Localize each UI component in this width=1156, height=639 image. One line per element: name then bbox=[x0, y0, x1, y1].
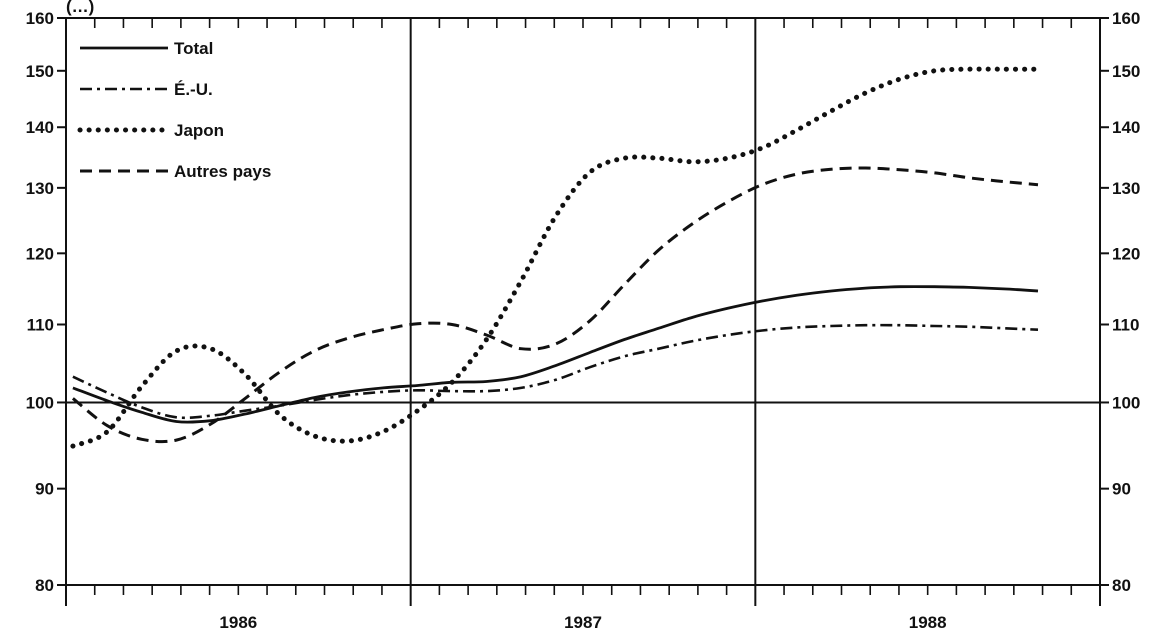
y-tick-label-right: 140 bbox=[1112, 118, 1140, 137]
y-tick-label-left: 100 bbox=[26, 393, 54, 412]
legend-label: É.-U. bbox=[174, 80, 213, 99]
series-layer bbox=[70, 66, 1041, 449]
chart-top-caption: (…) bbox=[66, 0, 94, 16]
y-tick-label-left: 150 bbox=[26, 62, 54, 81]
legend: Total É.-U. Japon Autres pays bbox=[77, 39, 271, 181]
y-tick-label-right: 90 bbox=[1112, 480, 1131, 499]
y-tick-label-left: 90 bbox=[35, 480, 54, 499]
series-line-total bbox=[72, 285, 1039, 424]
y-tick-label-right: 150 bbox=[1112, 62, 1140, 81]
y-tick-label-right: 100 bbox=[1112, 393, 1140, 412]
grid-layer bbox=[66, 18, 1100, 606]
y-tick-label-right: 130 bbox=[1112, 179, 1140, 198]
series-line-u bbox=[72, 323, 1039, 420]
legend-label: Total bbox=[174, 39, 213, 58]
legend-label: Autres pays bbox=[174, 162, 271, 181]
y-tick-label-left: 120 bbox=[26, 244, 54, 263]
y-tick-label-right: 110 bbox=[1112, 316, 1139, 335]
year-label: 1986 bbox=[219, 613, 257, 632]
y-tick-label-left: 80 bbox=[35, 576, 54, 595]
series-line-autres-pays bbox=[71, 166, 1039, 444]
y-tick-label-right: 80 bbox=[1112, 576, 1131, 595]
year-label: 1988 bbox=[909, 613, 947, 632]
y-tick-label-right: 120 bbox=[1112, 244, 1140, 263]
y-tick-label-left: 140 bbox=[26, 118, 54, 137]
series-line-japon bbox=[70, 66, 1041, 449]
year-label: 1987 bbox=[564, 613, 602, 632]
y-tick-label-right: 160 bbox=[1112, 9, 1140, 28]
legend-label: Japon bbox=[174, 121, 224, 140]
axis-layer: 80 80 90 90 100 100 110 110 120 120 130 130 140 140 15… bbox=[26, 9, 1141, 632]
y-tick-label-left: 160 bbox=[26, 9, 54, 28]
y-tick-label-left: 130 bbox=[26, 179, 54, 198]
y-tick-label-left: 110 bbox=[27, 316, 54, 335]
